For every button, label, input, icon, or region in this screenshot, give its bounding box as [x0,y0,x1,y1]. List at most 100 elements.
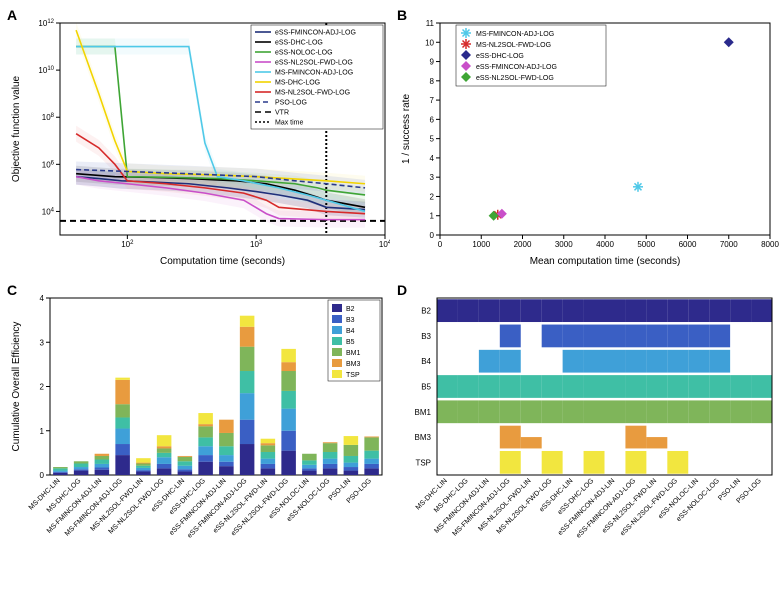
ytick-b: 1 [430,212,435,221]
bar-eSS-NOLOC-LIN-B2 [302,471,317,475]
ytick-a: 1010 [38,66,54,75]
bar-PSO-LIN-B5 [344,456,359,463]
point-MS-FMINCON-ADJ-LOG [633,182,643,192]
ytick-c: 1 [40,427,45,436]
cell-B4-7 [584,350,605,373]
bar-eSS-NOLOC-LIN-B3 [302,468,317,470]
bar-eSS-DHC-LIN-B3 [178,469,193,471]
bar-MS-FMINCON-ADJ-LOG-B5 [115,417,130,428]
cell-B3-10 [646,325,667,348]
xtick-b: 7000 [720,240,738,249]
cell-B5-12 [688,375,709,398]
legend-item-a: MS-FMINCON-ADJ-LOG [275,70,353,77]
cell-B2-14 [730,299,751,322]
bar-eSS-FMINCON-ADJ-LOG-B3 [240,420,255,444]
bar-PSO-LIN-B4 [344,463,359,467]
bar-MS-NL2SOL-FWD-LOG-B5 [157,453,172,457]
bar-eSS-FMINCON-ADJ-LIN-B3 [219,462,234,466]
bar-eSS-NL2SOL-FWD-LOG-BM3 [281,362,296,371]
cell-B5-4 [521,375,542,398]
cell-B2-1 [458,299,479,322]
ytick-b: 4 [430,154,435,163]
cell-BM1-7 [584,400,605,423]
bar-MS-DHC-LOG-B5 [74,463,89,467]
bar-MS-DHC-LIN-B4 [53,471,68,472]
cell-BM1-11 [667,400,688,423]
xtick-a: 103 [250,240,263,249]
bar-MS-FMINCON-ADJ-LIN-B3 [95,467,110,469]
ytick-b: 3 [430,173,435,182]
xtick-b: 6000 [679,240,697,249]
bar-MS-NL2SOL-FWD-LOG-B2 [157,468,172,475]
cell-B5-7 [584,375,605,398]
cell-B5-5 [542,375,563,398]
cell-B2-11 [667,299,688,322]
panel-c: C01234MS-DHC-LINMS-DHC-LOGMS-FMINCON-ADJ… [5,280,390,585]
panel-d: DB2B3B4B5BM1BM3TSPMS-DHC-LINMS-DHC-LOGMS… [395,280,780,585]
bar-eSS-NOLOC-LIN-BM1 [302,454,317,461]
panel-b: B010002000300040005000600070008000012345… [395,5,780,270]
cell-B5-3 [500,375,521,398]
bar-eSS-FMINCON-ADJ-LOG-BM3 [240,327,255,347]
bar-eSS-DHC-LIN-B5 [178,461,193,465]
bar-eSS-NOLOC-LOG-B3 [323,464,338,468]
cell-B2-10 [646,299,667,322]
cell-B2-8 [605,299,626,322]
legend-item-c: B4 [346,328,355,335]
cell-B4-12 [688,350,709,373]
cell-B2-9 [625,299,646,322]
panel-label-b: B [397,7,407,23]
bar-eSS-NOLOC-LOG-B4 [323,459,338,464]
legend-item-c: TSP [346,372,360,379]
panel-a: A10210310410410610810101012Computation t… [5,5,390,270]
xtick-b: 3000 [555,240,573,249]
bar-MS-FMINCON-ADJ-LOG-B2 [115,455,130,475]
ytick-c: 2 [40,383,45,392]
legend-item-a: eSS-NL2SOL-FWD-LOG [275,60,353,67]
cell-B3-13 [709,325,730,348]
xtick-b: 1000 [472,240,490,249]
cell-BM1-2 [479,400,500,423]
bar-MS-DHC-LOG-B2 [74,471,89,475]
bar-PSO-LOG-B5 [364,451,379,459]
cell-TSP-9 [625,451,646,474]
panel-label-d: D [397,282,407,298]
bar-MS-FMINCON-ADJ-LOG-B3 [115,444,130,455]
bar-PSO-LOG-B2 [364,468,379,475]
cell-TSP-3 [500,451,521,474]
legend-item-b: MS-NL2SOL-FWD-LOG [476,42,551,49]
legend-b: MS-FMINCON-ADJ-LOGMS-NL2SOL-FWD-LOGeSS-D… [456,25,606,86]
bar-MS-NL2SOL-FWD-LOG-B4 [157,457,172,464]
cell-BM3-4 [521,437,542,448]
bar-eSS-NOLOC-LOG-B5 [323,452,338,459]
bar-eSS-NOLOC-LOG-B2 [323,468,338,475]
legend-item-c: B2 [346,306,355,313]
bar-eSS-FMINCON-ADJ-LOG-BM1 [240,347,255,371]
cell-B2-6 [563,299,584,322]
bar-eSS-NL2SOL-FWD-LIN-B4 [261,459,276,464]
bar-MS-NL2SOL-FWD-LIN-TSP [136,458,151,462]
bar-MS-NL2SOL-FWD-LIN-B2 [136,471,151,475]
ytick-b: 2 [430,192,435,201]
bar-PSO-LOG-B3 [364,464,379,468]
bar-eSS-NOLOC-LIN-B5 [302,460,317,464]
cell-B5-8 [605,375,626,398]
ytick-c: 3 [40,338,45,347]
cell-B5-0 [437,375,458,398]
bar-MS-FMINCON-ADJ-LOG-B4 [115,429,130,444]
bar-eSS-DHC-LOG-B4 [198,446,213,455]
bar-eSS-NOLOC-LIN-B4 [302,465,317,469]
ylab-d: B2 [421,307,431,316]
cell-B5-2 [479,375,500,398]
legend-item-a: eSS-NOLOC-LOG [275,50,333,57]
cell-BM1-0 [437,400,458,423]
cell-BM1-10 [646,400,667,423]
bar-MS-NL2SOL-FWD-LIN-BM1 [136,463,151,465]
ylab-d: B5 [421,383,431,392]
cell-B2-15 [751,299,772,322]
bar-eSS-FMINCON-ADJ-LOG-B5 [240,371,255,393]
ylab-d: TSP [415,458,431,467]
legend-item-b: eSS-NL2SOL-FWD-LOG [476,75,554,82]
cell-B5-1 [458,375,479,398]
cell-BM3-3 [500,426,521,449]
